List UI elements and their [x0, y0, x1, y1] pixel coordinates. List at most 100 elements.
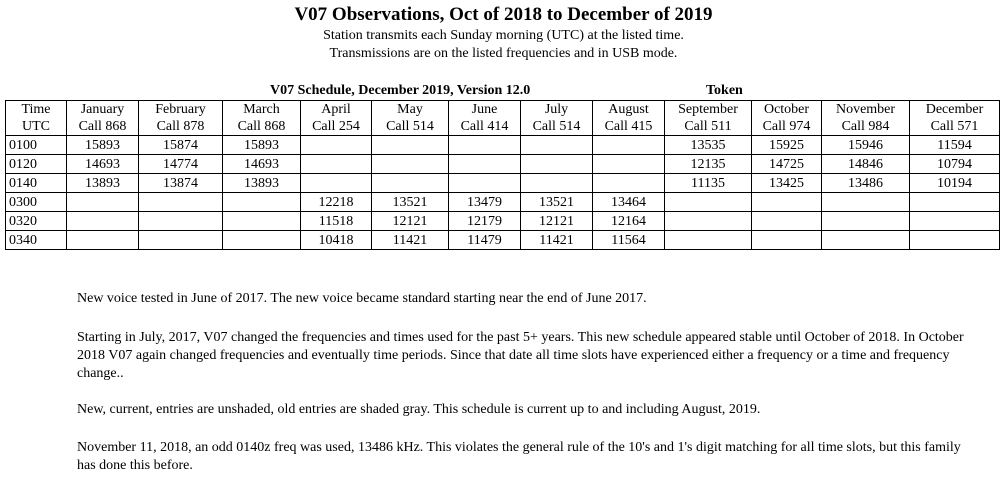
- time-cell: 0320: [5, 211, 67, 231]
- column-header-month: February Call 878: [138, 100, 223, 136]
- column-header-sublabel: Call 868: [78, 119, 127, 134]
- column-header-sublabel: Call 514: [386, 119, 434, 134]
- frequency-cell: [66, 192, 139, 212]
- column-header-label: August: [608, 102, 649, 117]
- column-header-month: January Call 868: [66, 100, 139, 136]
- frequency-cell: 13479: [448, 192, 521, 212]
- note-1: New voice tested in June of 2017. The ne…: [77, 290, 977, 308]
- column-header-label: Time: [21, 102, 51, 117]
- frequency-cell: [909, 230, 1000, 250]
- column-header-sublabel: Call 514: [532, 119, 581, 134]
- column-header-month: August Call 415: [592, 100, 665, 136]
- frequency-cell: [821, 230, 910, 250]
- column-header-sublabel: Call 868: [237, 119, 286, 134]
- frequency-cell: [371, 173, 449, 193]
- table-row: 0340 10418 11421 11479 11421 11564: [5, 230, 1000, 250]
- table-body: 0100 15893 15874 15893 13535 15925 15946 11594 0…: [5, 135, 1000, 250]
- frequency-cell: [138, 211, 223, 231]
- page-title: V07 Observations, Oct of 2018 to Decembe…: [294, 4, 713, 25]
- subtitle-line-2: Transmissions are on the listed frequenc…: [329, 46, 678, 61]
- column-header-month: November Call 984: [821, 100, 910, 136]
- frequency-cell: 15874: [138, 135, 223, 155]
- frequency-cell: [300, 135, 372, 155]
- frequency-cell: [751, 230, 822, 250]
- table-row: 0320 11518 12121 12179 12121 12164: [5, 211, 1000, 231]
- frequency-cell: [371, 154, 449, 174]
- column-header-sublabel: Call 974: [762, 119, 811, 134]
- frequency-cell: [66, 230, 139, 250]
- column-header-sublabel: Call 414: [460, 119, 509, 134]
- table-row: 0100 15893 15874 15893 13535 15925 15946 11594: [5, 135, 1000, 155]
- frequency-cell: [664, 192, 752, 212]
- frequency-cell: 12135: [664, 154, 752, 174]
- frequency-cell: [300, 173, 372, 193]
- column-header-month: May Call 514: [371, 100, 449, 136]
- note-text: Starting in July, 2017, V07 changed the …: [77, 330, 964, 381]
- column-header-sublabel: Call 878: [156, 119, 205, 134]
- frequency-cell: 15893: [222, 135, 301, 155]
- frequency-cell: 13425: [751, 173, 822, 193]
- note-3: New, current, entries are unshaded, old …: [77, 401, 977, 419]
- note-4: November 11, 2018, an odd 0140z freq was…: [77, 439, 977, 475]
- column-header-sublabel: Call 984: [841, 119, 890, 134]
- frequency-cell: 14693: [66, 154, 139, 174]
- column-header-label: November: [835, 102, 896, 117]
- frequency-cell: [520, 154, 593, 174]
- column-header-label: June: [471, 102, 498, 117]
- frequency-cell: [300, 154, 372, 174]
- frequency-cell: [448, 154, 521, 174]
- column-header-label: October: [763, 102, 810, 117]
- frequency-cell: [751, 211, 822, 231]
- time-cell: 0120: [5, 154, 67, 174]
- frequency-cell: [371, 135, 449, 155]
- frequency-cell: 10418: [300, 230, 372, 250]
- frequency-cell: [909, 211, 1000, 231]
- column-header-label: March: [243, 102, 280, 117]
- column-header-month: March Call 868: [222, 100, 301, 136]
- frequency-cell: 11518: [300, 211, 372, 231]
- frequency-cell: 12218: [300, 192, 372, 212]
- frequency-cell: 12179: [448, 211, 521, 231]
- frequency-cell: [664, 230, 752, 250]
- frequency-cell: [592, 154, 665, 174]
- header-row: Time UTC January Call 868 February Call 878 Ma…: [5, 100, 1000, 136]
- frequency-cell: 14774: [138, 154, 223, 174]
- column-header-month: June Call 414: [448, 100, 521, 136]
- frequency-cell: 11594: [909, 135, 1000, 155]
- frequency-cell: 13486: [821, 173, 910, 193]
- column-header-month: July Call 514: [520, 100, 593, 136]
- frequency-cell: 10194: [909, 173, 1000, 193]
- frequency-cell: 11421: [371, 230, 449, 250]
- frequency-cell: [664, 211, 752, 231]
- column-header-sublabel: Call 511: [684, 119, 732, 134]
- frequency-cell: [138, 230, 223, 250]
- subtitle-line-1: Station transmits each Sunday morning (U…: [323, 28, 684, 43]
- column-header-label: September: [678, 102, 738, 117]
- frequency-cell: 12164: [592, 211, 665, 231]
- column-header-month: September Call 511: [664, 100, 752, 136]
- frequency-cell: [520, 135, 593, 155]
- schedule-heading: V07 Schedule, December 2019, Version 12.…: [270, 83, 531, 98]
- schedule-table: Time UTC January Call 868 February Call 878 Ma…: [5, 100, 1000, 250]
- time-cell: 0100: [5, 135, 67, 155]
- frequency-cell: 13464: [592, 192, 665, 212]
- column-header-label: December: [925, 102, 984, 117]
- column-header-label: July: [544, 102, 569, 117]
- time-cell: 0300: [5, 192, 67, 212]
- frequency-cell: [592, 135, 665, 155]
- frequency-cell: 14693: [222, 154, 301, 174]
- note-text: New voice tested in June of 2017. The ne…: [77, 291, 647, 306]
- frequency-cell: [222, 192, 301, 212]
- frequency-cell: 13521: [371, 192, 449, 212]
- frequency-cell: 14846: [821, 154, 910, 174]
- frequency-cell: [222, 230, 301, 250]
- column-header-sublabel: Call 415: [604, 119, 653, 134]
- frequency-cell: 13893: [66, 173, 139, 193]
- frequency-cell: 11135: [664, 173, 752, 193]
- frequency-cell: [909, 192, 1000, 212]
- frequency-cell: [592, 173, 665, 193]
- frequency-cell: 12121: [520, 211, 593, 231]
- column-header-label: January: [80, 102, 125, 117]
- frequency-cell: [520, 173, 593, 193]
- column-header-sublabel: Call 254: [312, 119, 360, 134]
